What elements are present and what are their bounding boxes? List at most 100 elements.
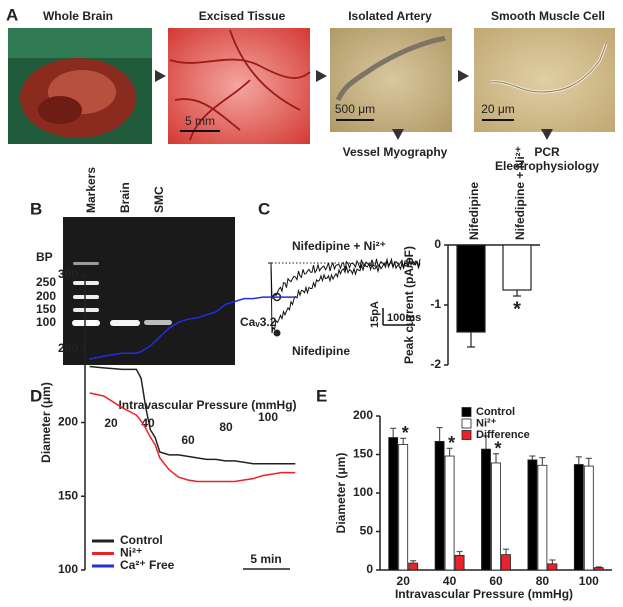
legend-label: Difference	[476, 429, 530, 441]
x-tick-label: 20	[397, 574, 411, 588]
significance: *	[494, 438, 501, 458]
band-label: Caᵥ3.2	[240, 315, 277, 329]
x-axis-label: Intravascular Pressure (mmHg)	[395, 587, 573, 601]
outcome-label: Vessel Myography	[343, 145, 448, 159]
significance: *	[448, 433, 455, 453]
gel-bands	[72, 262, 172, 326]
photo-artery: 500 μm	[330, 28, 452, 132]
legend-swatch	[461, 418, 472, 429]
bar	[583, 465, 594, 571]
y-tick-label: 100	[353, 485, 373, 499]
legend-label: Ca²⁺ Free	[120, 558, 175, 572]
size-label: BP	[36, 250, 53, 264]
trace-marker	[273, 329, 281, 337]
y-tick-label: 0	[434, 237, 441, 251]
trace-label: Nifedipine	[292, 344, 350, 358]
lane-label: SMC	[152, 186, 166, 213]
x-tick-label: 80	[536, 574, 550, 588]
panel-label: B	[30, 199, 42, 218]
panel-label: D	[30, 386, 42, 405]
bar	[502, 244, 532, 291]
photo-brain	[8, 28, 152, 144]
bar	[398, 444, 409, 571]
arrow	[316, 70, 327, 82]
arrow	[392, 129, 404, 140]
bar	[537, 464, 548, 571]
trace-label: Nifedipine + Ni²⁺	[292, 239, 386, 253]
ladder-label: 150	[36, 302, 56, 316]
outcome-label: Electrophysiology	[495, 159, 599, 173]
y-axis-label: Peak current (pA/pF)	[402, 246, 416, 364]
photo-cell: 20 μm	[474, 28, 615, 132]
y-axis-label: Diameter (μm)	[39, 382, 53, 463]
y-axis-label: Diameter (μm)	[334, 453, 348, 534]
y-tick-label: 250	[58, 341, 78, 355]
ladder-label: 250	[36, 275, 56, 289]
y-tick-label: 50	[360, 524, 374, 538]
lane-label: Brain	[118, 182, 132, 213]
y-tick-label: 200	[353, 408, 373, 422]
ladder-label: 200	[36, 289, 56, 303]
line-series	[89, 392, 296, 483]
bar	[547, 563, 558, 571]
chart-title: Intravascular Pressure (mmHg)	[118, 398, 296, 412]
panel-label: E	[316, 386, 327, 405]
current-trace	[268, 257, 421, 300]
ladder-label: 100	[36, 315, 56, 329]
scale-bar-label: 5 min	[250, 552, 281, 566]
scale-bar-label: 20 μm	[481, 102, 515, 116]
y-tick-label: 0	[366, 562, 373, 576]
legend-label: Ni²⁺	[120, 546, 142, 560]
outcome-label: PCR	[534, 145, 560, 159]
y-tick-label: 150	[58, 488, 78, 502]
pressure-label: 20	[104, 416, 118, 430]
step-label: Smooth Muscle Cell	[491, 9, 605, 23]
step-label: Isolated Artery	[348, 9, 432, 23]
panel-label: A	[6, 5, 18, 24]
step-label: Whole Brain	[43, 9, 113, 23]
pressure-label: 60	[181, 433, 195, 447]
bar	[481, 448, 491, 571]
significance: *	[513, 298, 521, 320]
scale-bar-label: 500 μm	[335, 102, 375, 116]
arrow	[155, 70, 166, 82]
gel	[63, 217, 235, 365]
arrow	[541, 129, 553, 140]
legend-swatch	[461, 407, 472, 417]
x-tick-label: Nifedipine + Ni²⁺	[513, 146, 527, 240]
bar	[593, 567, 604, 571]
x-tick-label: Nifedipine	[467, 182, 481, 240]
lane-label: Markers	[84, 167, 98, 213]
y-tick-label: -1	[430, 297, 441, 311]
bar	[388, 437, 399, 571]
bar	[501, 554, 511, 571]
line-series	[89, 296, 296, 360]
legend-label: Control	[476, 406, 515, 418]
pressure-label: 100	[258, 410, 278, 424]
y-tick-label: 300	[58, 267, 78, 281]
step-label: Excised Tissue	[199, 9, 286, 23]
arrow	[458, 70, 469, 82]
bar	[454, 554, 465, 571]
bar	[491, 462, 501, 571]
bar	[527, 459, 538, 571]
x-tick-label: 60	[489, 574, 503, 588]
bar	[408, 562, 419, 571]
bar	[456, 244, 486, 333]
panel-label: C	[258, 199, 270, 218]
bar	[434, 441, 445, 571]
scale-bar-label: 5 mm	[185, 114, 215, 128]
y-tick-label: 150	[353, 447, 373, 461]
y-tick-label: -2	[430, 357, 441, 371]
line-series	[89, 365, 296, 465]
legend-label: Ni²⁺	[476, 417, 497, 429]
x-tick-label: 100	[579, 574, 599, 588]
bar	[444, 455, 455, 571]
bar	[573, 464, 584, 571]
legend-label: Control	[120, 533, 163, 547]
x-tick-label: 40	[443, 574, 457, 588]
y-tick-label: 100	[58, 562, 78, 576]
scale-bar-label: 15pA	[369, 301, 381, 328]
significance: *	[402, 423, 409, 443]
